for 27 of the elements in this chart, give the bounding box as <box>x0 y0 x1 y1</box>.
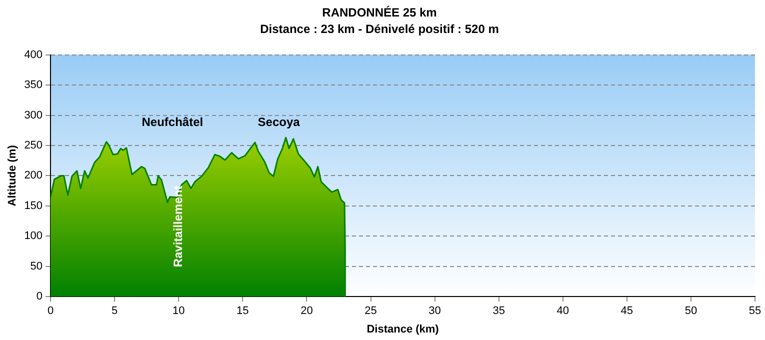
y-axis-title: Altitude (m) <box>6 144 19 206</box>
x-tick-label: 0 <box>47 305 54 318</box>
annotation: Secoya <box>258 114 300 129</box>
y-tick-label: 250 <box>24 140 43 152</box>
x-tick-label: 25 <box>364 305 377 318</box>
y-tick-label: 150 <box>24 200 43 212</box>
chart-subtitle: Distance : 23 km - Dénivelé positif : 520 m <box>260 22 499 36</box>
x-tick-label: 35 <box>492 305 505 318</box>
y-tick-label: 50 <box>30 260 43 272</box>
y-tick-label: 200 <box>24 170 43 182</box>
chart-title: RANDONNÉE 25 km <box>322 6 437 20</box>
x-tick-label: 45 <box>620 305 634 318</box>
x-tick-label: 15 <box>236 305 249 318</box>
y-tick-label: 300 <box>24 109 43 122</box>
x-tick-label: 20 <box>300 305 313 318</box>
x-tick-label: 55 <box>748 305 762 318</box>
x-axis-title: Distance (km) <box>366 323 440 336</box>
annotation: Neufchâtel <box>142 114 204 129</box>
x-tick-label: 10 <box>172 305 185 318</box>
y-tick-label: 350 <box>24 79 43 92</box>
x-tick-label: 30 <box>428 305 441 318</box>
x-tick-label: 5 <box>112 305 118 318</box>
x-tick-label: 40 <box>556 305 570 318</box>
y-tick-label: 400 <box>24 48 43 61</box>
y-tick-label: 100 <box>24 230 43 242</box>
x-tick-label: 50 <box>684 305 698 318</box>
y-tick-label: 0 <box>36 290 43 303</box>
